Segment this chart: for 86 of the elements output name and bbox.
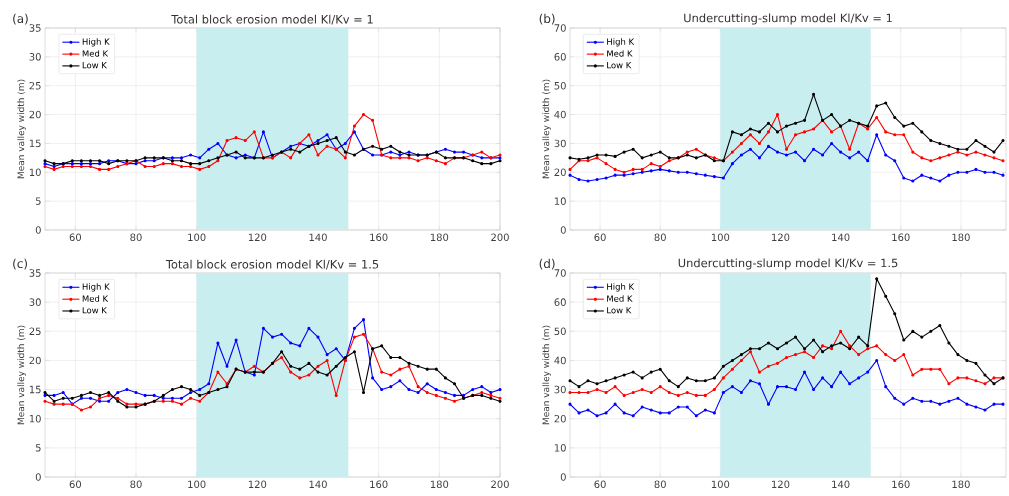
- y-tick-label: 20: [29, 110, 41, 119]
- y-tick-label: 10: [29, 168, 41, 177]
- chart-title: Undercutting-slump model Kl/Kv = 1.5: [678, 258, 898, 270]
- y-tick-label: 5: [35, 197, 41, 205]
- y-tick-label: 30: [554, 139, 566, 148]
- y-tick-label: 35: [29, 24, 41, 32]
- x-tick-label: 160: [892, 233, 910, 242]
- y-axis-title: Mean valley width (m): [542, 325, 551, 425]
- y-tick-label: 10: [29, 414, 41, 423]
- legend-label: Med K: [607, 50, 633, 57]
- y-tick-label: 40: [554, 110, 566, 119]
- y-tick-label: 30: [554, 385, 566, 394]
- x-tick-label: 60: [69, 233, 82, 242]
- x-tick-label: 80: [654, 480, 666, 489]
- legend-label: High K: [607, 38, 635, 47]
- legend-label: Low K: [607, 62, 632, 69]
- legend-label: Med K: [82, 50, 109, 57]
- y-tick-label: 15: [29, 385, 41, 394]
- y-tick-label: 0: [560, 473, 566, 481]
- x-tick-label: 80: [654, 233, 666, 242]
- x-tick-label: 140: [832, 480, 850, 489]
- y-tick-label: 25: [29, 327, 41, 336]
- y-tick-label: 25: [29, 81, 41, 90]
- y-tick-label: 60: [554, 53, 566, 61]
- x-tick-label: 60: [594, 480, 606, 489]
- x-tick-label: 100: [188, 233, 206, 242]
- x-tick-label: 80: [130, 233, 142, 242]
- y-tick-label: 5: [35, 444, 41, 452]
- y-tick-label: 20: [554, 168, 566, 177]
- text: (c): [13, 258, 27, 270]
- x-tick-label: 160: [370, 233, 388, 242]
- y-tick-label: 0: [560, 226, 566, 234]
- x-tick-label: 120: [772, 480, 790, 489]
- legend-label: High K: [82, 283, 110, 292]
- y-tick-label: 0: [35, 473, 41, 481]
- text: (a): [13, 13, 28, 25]
- legend-label: Low K: [82, 307, 108, 314]
- text: (b): [539, 13, 555, 25]
- y-tick-label: 0: [35, 226, 41, 234]
- x-tick-label: 120: [248, 480, 267, 489]
- y-tick-label: 30: [29, 53, 41, 61]
- x-tick-label: 100: [188, 480, 206, 489]
- x-tick-label: 120: [772, 233, 790, 242]
- y-tick-label: 35: [29, 269, 41, 277]
- chart-title: Total block erosion model Kl/Kv = 1: [171, 14, 373, 25]
- y-axis-title: Mean valley width (m): [17, 325, 26, 425]
- y-axis-title: Mean valley width (m): [542, 79, 551, 179]
- x-tick-label: 140: [309, 480, 327, 489]
- x-tick-label: 180: [430, 233, 449, 242]
- x-tick-label: 60: [594, 233, 606, 242]
- legend-label: Med K: [82, 295, 109, 302]
- y-tick-label: 50: [554, 327, 566, 336]
- y-tick-label: 50: [554, 81, 566, 90]
- legend-label: Med K: [607, 295, 633, 302]
- legend-label: Low K: [607, 307, 632, 314]
- x-tick-label: 180: [952, 480, 970, 489]
- x-tick-label: 200: [491, 233, 509, 242]
- x-tick-label: 60: [69, 480, 82, 489]
- x-tick-label: 100: [711, 233, 730, 242]
- x-tick-label: 180: [430, 480, 449, 489]
- y-axis-title: Mean valley width (m): [17, 79, 26, 179]
- x-tick-label: 140: [832, 233, 850, 242]
- text: (d): [539, 258, 555, 270]
- legend-label: High K: [607, 283, 635, 292]
- y-tick-label: 10: [554, 444, 566, 452]
- chart-title: Total block erosion model Kl/Kv = 1.5: [165, 259, 379, 270]
- y-tick-label: 10: [554, 197, 566, 205]
- y-tick-label: 40: [554, 356, 566, 365]
- y-tick-label: 30: [29, 298, 41, 306]
- y-tick-label: 60: [554, 298, 566, 306]
- chart-title: Undercutting-slump model Kl/Kv = 1: [684, 13, 892, 25]
- y-tick-label: 15: [29, 139, 41, 148]
- x-tick-label: 160: [370, 480, 388, 489]
- x-tick-label: 140: [309, 233, 327, 242]
- x-tick-label: 160: [892, 480, 910, 489]
- x-tick-label: 100: [711, 480, 730, 489]
- legend-label: High K: [82, 38, 110, 47]
- legend-label: Low K: [82, 62, 108, 69]
- x-tick-label: 200: [491, 480, 509, 489]
- y-tick-label: 70: [554, 269, 566, 277]
- y-tick-label: 20: [554, 414, 566, 423]
- x-tick-label: 180: [952, 233, 970, 242]
- y-tick-label: 20: [29, 356, 41, 365]
- y-tick-label: 70: [554, 24, 566, 32]
- x-tick-label: 80: [130, 480, 142, 489]
- x-tick-label: 120: [248, 233, 267, 242]
